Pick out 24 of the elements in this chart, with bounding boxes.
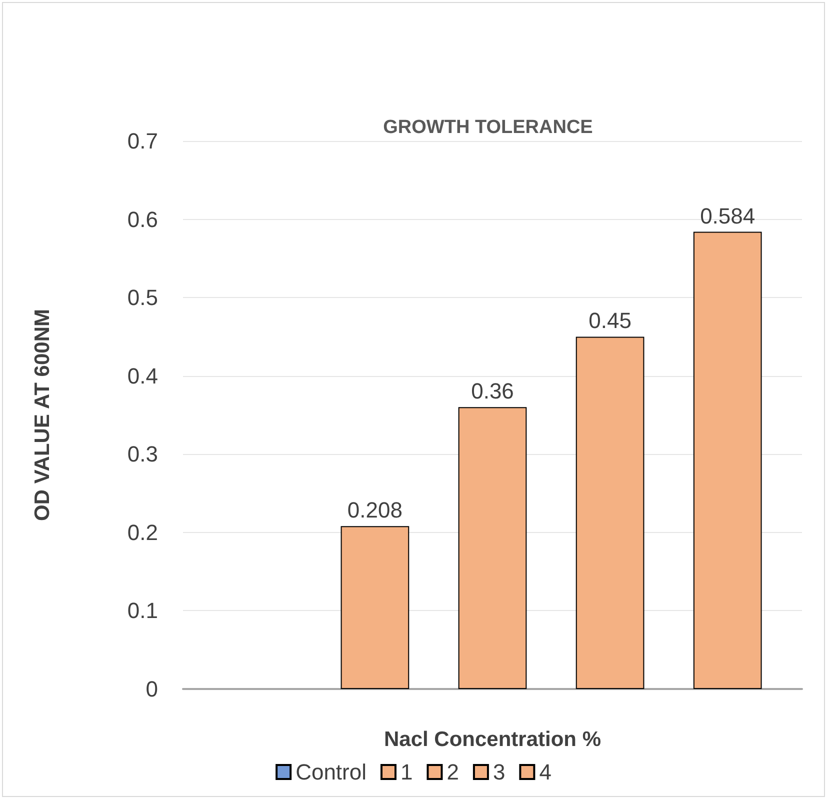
y-tick-label: 0.3 — [127, 442, 158, 467]
data-label: 0.208 — [347, 498, 402, 523]
y-tick-label: 0.5 — [127, 285, 158, 310]
x-axis-title: Nacl Concentration % — [384, 728, 602, 751]
y-tick-label: 0.6 — [127, 206, 158, 232]
bar — [576, 336, 644, 689]
bar — [458, 407, 527, 689]
chart-title: GROWTH TOLERANCE — [383, 117, 593, 138]
data-label: 0.45 — [588, 308, 632, 334]
y-tick-label: 0.7 — [127, 128, 158, 154]
data-label: 0.36 — [471, 378, 514, 404]
y-tick-label: 0 — [146, 676, 158, 702]
y-tick-label: 0.1 — [127, 598, 158, 624]
data-label: 0.584 — [700, 203, 756, 228]
legend-label: 4 — [539, 760, 552, 784]
bar — [340, 526, 410, 689]
y-axis-title: OD VALUE AT 600NM — [31, 309, 54, 521]
legend-label: 1 — [400, 760, 413, 784]
y-tick-label: 0.4 — [127, 363, 158, 388]
legend-label: 3 — [492, 760, 506, 784]
legend-label: Control — [296, 760, 366, 784]
legend-label: 2 — [446, 760, 459, 784]
y-tick-label: 0.2 — [127, 520, 158, 545]
bar — [693, 232, 762, 689]
